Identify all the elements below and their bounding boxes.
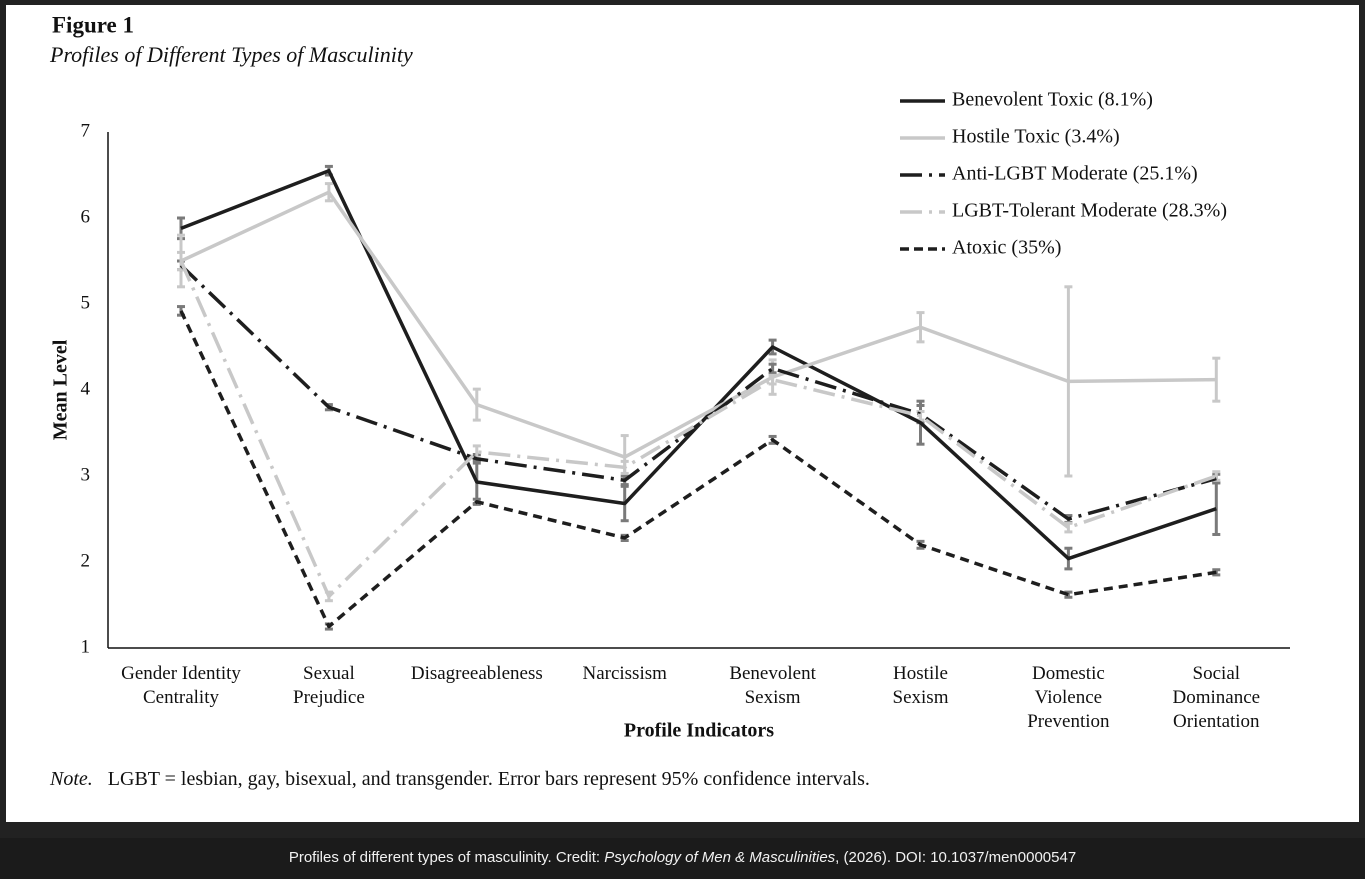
x-tick-label: Sexual Prejudice [293, 663, 365, 708]
x-tick-label: Domestic Violence Prevention [1027, 663, 1110, 732]
figure-label: Figure 1 [52, 12, 134, 37]
legend-label: Atoxic (35%) [952, 237, 1061, 259]
caption-text: Profiles of different types of masculini… [288, 849, 605, 866]
caption: Profiles of different types of masculini… [0, 838, 1365, 879]
x-tick-label: Narcissism [582, 663, 667, 684]
x-tick-label: Hostile Sexism [892, 663, 949, 708]
y-axis-label: Mean Level [50, 339, 72, 440]
y-tick-label: 3 [81, 464, 91, 485]
figure-panel [6, 5, 1359, 822]
series-line [179, 310, 1217, 629]
legend-label: Anti-LGBT Moderate (25.1%) [952, 163, 1198, 185]
y-tick-label: 7 [81, 120, 91, 141]
y-tick-label: 2 [81, 550, 91, 571]
y-tick-label: 4 [81, 378, 91, 399]
note-text: LGBT = lesbian, gay, bisexual, and trans… [107, 768, 870, 790]
note: Note. LGBT = lesbian, gay, bisexual, and… [50, 768, 870, 791]
x-tick-label: Benevolent Sexism [729, 663, 816, 708]
x-tick-label: Gender Identity Centrality [121, 663, 241, 708]
y-tick-label: 5 [81, 292, 91, 313]
series-line [179, 264, 1217, 521]
y-tick-label: 1 [81, 636, 91, 657]
x-axis-label: Profile Indicators [624, 720, 774, 742]
caption-text: , (2026). DOI: 10.1037/men0000547 [835, 849, 1077, 866]
chart-title: Profiles of Different Types of Masculini… [49, 42, 413, 67]
note-label: Note. [50, 768, 93, 790]
x-tick-label: Social Dominance Orientation [1172, 663, 1261, 732]
series-line [180, 190, 1217, 459]
series-line [179, 260, 1217, 599]
legend-label: LGBT-Tolerant Moderate (28.3%) [952, 200, 1227, 222]
error-bar [768, 362, 777, 375]
x-tick-label: Disagreeableness [410, 663, 543, 684]
legend-label: Benevolent Toxic (8.1%) [952, 89, 1153, 111]
y-tick-label: 6 [81, 206, 91, 227]
caption-source: Psychology of Men & Masculinities [604, 849, 836, 866]
series-line [180, 168, 1217, 561]
error-bar [1064, 521, 1073, 534]
legend-label: Hostile Toxic (3.4%) [952, 126, 1120, 148]
